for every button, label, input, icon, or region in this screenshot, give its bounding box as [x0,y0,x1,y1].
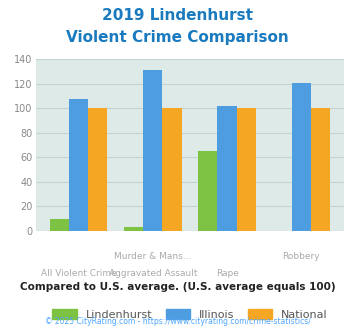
Bar [143,70,163,231]
Bar [237,109,256,231]
Text: 2019 Lindenhurst: 2019 Lindenhurst [102,8,253,23]
Text: Violent Crime Comparison: Violent Crime Comparison [66,30,289,45]
Text: Murder & Mans...: Murder & Mans... [114,251,191,261]
Bar [292,83,311,231]
Text: © 2025 CityRating.com - https://www.cityrating.com/crime-statistics/: © 2025 CityRating.com - https://www.city… [45,317,310,326]
Text: All Violent Crime: All Violent Crime [40,269,116,278]
Bar [50,219,69,231]
Text: Robbery: Robbery [283,251,320,261]
Bar [88,109,108,231]
Bar [69,99,88,231]
Text: Compared to U.S. average. (U.S. average equals 100): Compared to U.S. average. (U.S. average … [20,282,335,292]
Bar [198,151,217,231]
Text: Aggravated Assault: Aggravated Assault [109,269,197,278]
Bar [217,106,237,231]
Legend: Lindenhurst, Illinois, National: Lindenhurst, Illinois, National [52,309,328,320]
Text: Rape: Rape [215,269,239,278]
Bar [163,109,182,231]
Bar [124,227,143,231]
Bar [311,109,330,231]
